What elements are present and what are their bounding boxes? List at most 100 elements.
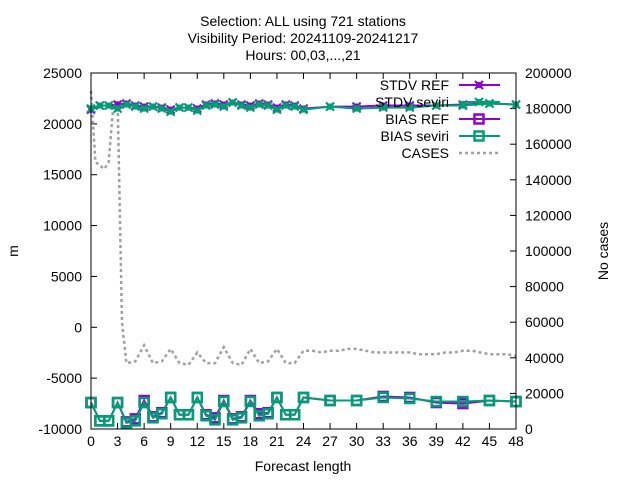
legend-marker <box>474 80 484 90</box>
y2-tick-label: 0 <box>525 421 533 437</box>
data-point-core <box>273 106 280 113</box>
data-point <box>112 103 123 114</box>
data-point <box>182 409 195 421</box>
data-point <box>457 395 469 408</box>
series-3 <box>85 391 522 429</box>
y-tick-label: 0 <box>74 319 82 335</box>
legend-marker <box>474 97 484 107</box>
y-tick-label: 10000 <box>43 218 82 234</box>
x-tick-label: 39 <box>429 433 445 449</box>
data-point <box>281 100 291 111</box>
data-point <box>219 101 229 112</box>
data-point <box>263 100 273 111</box>
data-point <box>209 414 221 426</box>
y2-axis-label: No cases <box>595 222 611 280</box>
data-point-core <box>158 105 165 112</box>
data-point <box>324 394 336 407</box>
data-point <box>130 101 140 112</box>
data-point <box>483 394 496 407</box>
data-point-core <box>291 103 298 110</box>
legend-label: STDV seviri <box>375 94 449 110</box>
data-point-core <box>105 102 112 109</box>
x-tick-label: 27 <box>322 433 338 449</box>
x-tick-label: 30 <box>349 433 365 449</box>
x-axis-label: Forecast length <box>255 458 352 474</box>
data-point-core <box>459 102 466 109</box>
data-point-core <box>203 102 210 109</box>
data-point <box>183 102 194 113</box>
x-tick-label: 36 <box>402 433 418 449</box>
x-tick-label: 9 <box>167 433 175 449</box>
x-tick-label: 18 <box>243 433 259 449</box>
data-point <box>297 391 310 404</box>
data-point-core <box>433 102 440 109</box>
data-point <box>129 415 142 427</box>
data-point <box>254 99 264 110</box>
series-layer <box>85 90 522 429</box>
data-point-core <box>380 104 387 111</box>
y2-tick-label: 140000 <box>525 172 572 188</box>
data-point <box>405 102 415 113</box>
data-point <box>148 101 158 112</box>
data-point-core <box>265 102 272 109</box>
data-point-core <box>114 101 121 108</box>
y-tick-label: 20000 <box>43 116 82 132</box>
y2-tick-label: 40000 <box>525 350 564 366</box>
data-point-core <box>211 101 218 108</box>
data-point-core <box>256 101 263 108</box>
x-tick-label: 24 <box>296 433 312 449</box>
y2-tick-label: 120000 <box>525 207 572 223</box>
x-tick-label: 3 <box>114 433 122 449</box>
legend-marker-core <box>476 82 482 88</box>
y-tick-label: 15000 <box>43 167 82 183</box>
data-point <box>121 99 132 110</box>
data-point <box>104 100 114 111</box>
data-point <box>139 103 149 114</box>
data-point <box>378 102 388 113</box>
data-point-core <box>282 102 289 109</box>
data-point <box>210 99 220 110</box>
data-point-core <box>406 104 413 111</box>
data-point-core <box>238 102 245 109</box>
data-point <box>271 391 283 404</box>
data-point <box>377 391 389 404</box>
data-point-core <box>194 107 201 114</box>
y2-tick-label: 160000 <box>525 136 572 152</box>
data-point <box>245 102 256 113</box>
series-line <box>89 90 517 367</box>
data-point <box>325 101 335 112</box>
data-point-core <box>167 108 174 115</box>
data-point <box>111 396 124 409</box>
data-point <box>431 100 442 111</box>
data-point-core <box>141 105 148 112</box>
data-point <box>192 105 202 116</box>
data-point <box>157 103 167 114</box>
data-point-core <box>132 103 139 110</box>
y-axis-label: m <box>5 245 21 257</box>
data-point <box>244 395 257 408</box>
data-point-core <box>300 106 307 113</box>
data-point-core <box>149 103 156 110</box>
chart-title: Selection: ALL using 721 stations Visibi… <box>188 13 419 63</box>
data-point-core <box>353 105 360 112</box>
data-point-core <box>96 102 103 109</box>
data-point <box>218 395 230 408</box>
data-point <box>272 104 282 115</box>
data-point <box>430 395 443 408</box>
data-point-core <box>185 104 192 111</box>
data-point <box>174 102 185 113</box>
x-tick-label: 0 <box>87 433 95 449</box>
title-line-2: Visibility Period: 20241109-20241217 <box>188 30 419 46</box>
y2-tick-label: 180000 <box>525 101 572 117</box>
data-point <box>236 100 247 111</box>
title-line-1: Selection: ALL using 721 stations <box>200 13 406 29</box>
y2-tick-label: 200000 <box>525 65 572 81</box>
data-point-core <box>486 100 493 107</box>
y2-tick-label: 20000 <box>525 385 564 401</box>
x-tick-label: 33 <box>375 433 391 449</box>
y-tick-label: 25000 <box>43 65 82 81</box>
y2-tick-label: 100000 <box>525 243 572 259</box>
data-point <box>156 407 168 420</box>
legend-label: BIAS REF <box>385 111 449 127</box>
